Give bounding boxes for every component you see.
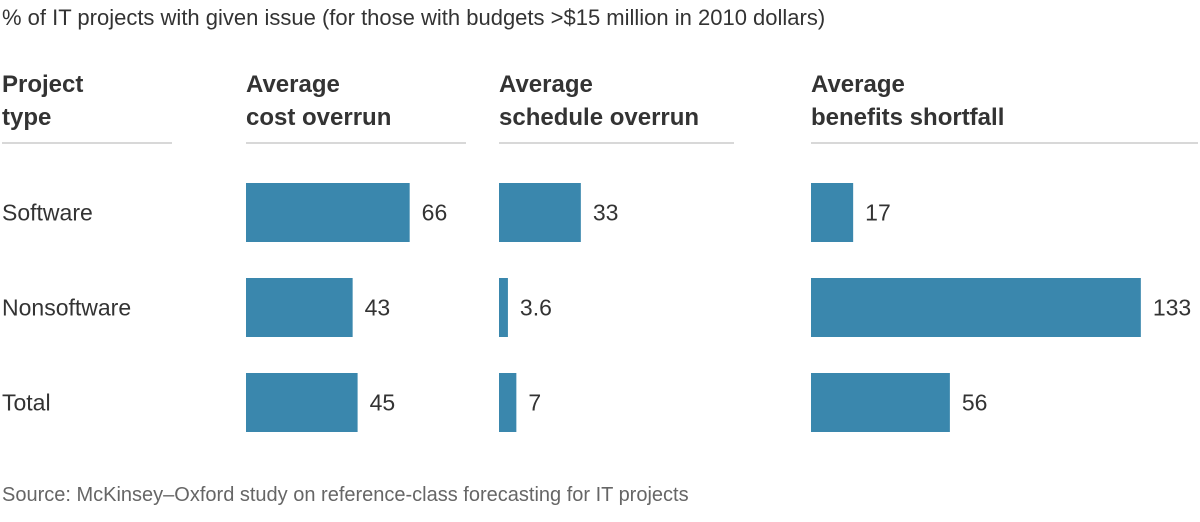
row-label-nonsoftware: Nonsoftware: [2, 295, 131, 321]
data-label-average-benefits-shortfall-total: 56: [962, 390, 988, 416]
data-label-average-cost-overrun-nonsoftware: 43: [365, 295, 391, 321]
data-label-average-schedule-overrun-nonsoftware: 3.6: [520, 295, 552, 321]
bar-average-cost-overrun-total: [246, 373, 358, 432]
bar-average-cost-overrun-nonsoftware: [246, 278, 353, 337]
data-label-average-cost-overrun-total: 45: [370, 390, 396, 416]
bar-average-schedule-overrun-software: [499, 183, 581, 242]
data-label-average-benefits-shortfall-nonsoftware: 133: [1153, 295, 1191, 321]
source-note: Source: McKinsey–Oxford study on referen…: [2, 484, 689, 506]
bar-average-benefits-shortfall-total: [811, 373, 950, 432]
row-label-software: Software: [2, 200, 93, 226]
data-label-average-cost-overrun-software: 66: [422, 200, 448, 226]
bar-average-schedule-overrun-total: [499, 373, 517, 432]
bar-average-benefits-shortfall-software: [811, 183, 854, 242]
bar-average-benefits-shortfall-nonsoftware: [811, 278, 1141, 337]
column-header-average-cost-overrun: Average cost overrun: [246, 71, 391, 131]
data-label-average-schedule-overrun-total: 7: [528, 390, 541, 416]
chart-title: % of IT projects with given issue (for t…: [2, 5, 825, 30]
bar-average-cost-overrun-software: [246, 183, 410, 242]
row-label-total: Total: [2, 390, 51, 416]
data-label-average-schedule-overrun-software: 33: [593, 200, 619, 226]
row-header-project-type: Project type: [2, 71, 90, 131]
bar-average-schedule-overrun-nonsoftware: [499, 278, 508, 337]
column-header-average-schedule-overrun: Average schedule overrun: [499, 71, 699, 131]
data-label-average-benefits-shortfall-software: 17: [865, 200, 891, 226]
column-header-average-benefits-shortfall: Average benefits shortfall: [811, 71, 1004, 131]
